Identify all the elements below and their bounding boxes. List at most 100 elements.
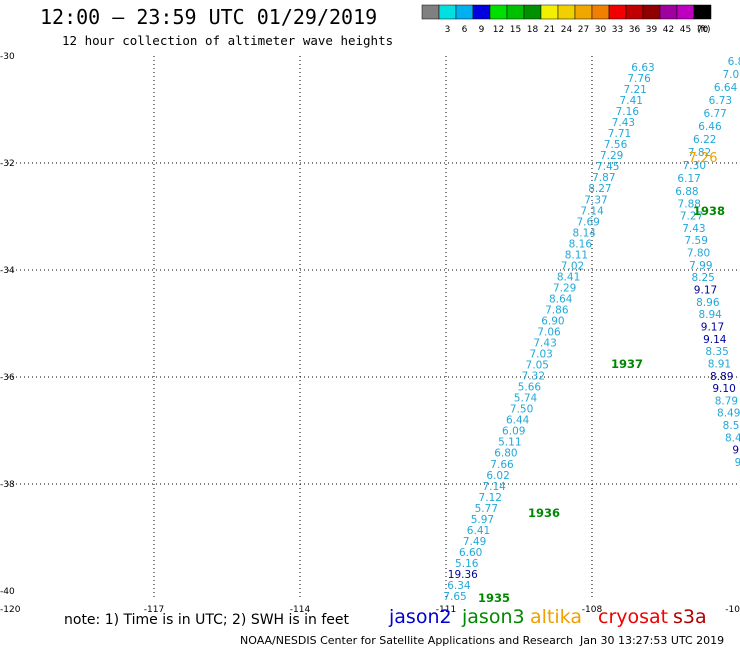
wave-height-label: 6.80 [494,448,517,460]
wave-height-label: 7.45 [596,161,619,173]
wave-height-label: 6.17 [677,173,700,185]
wave-height-label: 9.17 [694,285,717,297]
wave-height-label: 6.88 [675,186,698,198]
lat-tick-label: -32 [0,159,15,169]
wave-height-label: 9 [735,457,740,469]
wave-height-label: 8.27 [588,183,611,195]
legend-unit: (ft) [697,25,711,35]
wave-height-label: 6.46 [698,121,722,133]
wave-height-label: 7.99 [689,260,712,272]
wave-height-label: 6.8 [728,56,740,68]
legend-label: 45 [680,25,691,35]
wave-height-label: 6.63 [631,62,654,74]
wave-height-label: 1935 [478,591,510,605]
wave-height-label: 7.05 [526,360,549,372]
wave-height-label: 7.29 [553,282,576,294]
wave-height-label: 7.14 [580,205,604,217]
wave-height-label: 1938 [693,204,725,218]
wave-height-label: 7.43 [533,338,556,350]
wave-height-label: 5.97 [471,514,494,526]
legend-label: 9 [479,25,485,35]
lat-tick-label: -38 [0,480,15,490]
wave-height-label: 6.09 [502,426,525,438]
wave-height-label: 7.03 [529,349,552,361]
wave-height-label: 7.41 [620,95,643,107]
lat-tick-label: -36 [0,373,15,383]
wave-height-label: 19.36 [448,569,478,581]
wave-height-label: 8.49 [717,408,740,420]
legend-label: 30 [595,25,607,35]
lon-tick-label: -108 [582,605,603,615]
lat-tick-label: -40 [0,587,15,597]
wave-height-label: 8.89 [710,371,733,383]
wave-height-label: 7.32 [522,371,545,383]
lon-tick-label: -120 [0,605,21,615]
legend-label: 21 [544,25,555,35]
sat-s3a-label: s3a [673,606,707,628]
wave-height-label: 7.02 [561,260,584,272]
wave-height-label: 9.17 [701,321,724,333]
legend-label: 12 [493,25,504,35]
wave-height-label: 5.77 [475,503,498,515]
wave-height-label: 6.60 [459,547,482,559]
wave-height-label: 7.29 [600,150,623,162]
wave-height-label: 7.12 [479,492,502,504]
wave-height-label: 7.49 [463,536,486,548]
wave-height-label: 8.14 [573,227,597,239]
wave-height-label: 5.66 [518,382,542,394]
wave-height-label: 8.41 [557,271,580,283]
wave-height-label: 8.96 [696,297,720,309]
wave-height-label: 7.27 [680,211,703,223]
wave-height-label: 7.59 [685,235,708,247]
legend-label: 3 [445,25,451,35]
wave-height-label: 6.41 [467,525,490,537]
wave-height-label: 1936 [528,506,560,520]
wave-height-label: 7.65 [443,591,466,603]
wave-height-label: 6.73 [709,95,732,107]
legend-label: 6 [462,25,468,35]
wave-height-label: 7.0 [722,69,739,81]
legend-label: 39 [646,25,658,35]
wave-height-label: 7.37 [584,194,607,206]
wave-height-label: 9.14 [703,334,727,346]
wave-height-label: 8.94 [698,309,722,321]
wave-height-label: 6.44 [506,415,530,427]
legend-label: 27 [578,25,589,35]
wave-height-label: 6.64 [714,82,738,94]
wave-height-label: 7.50 [510,404,533,416]
color-scale-legend: 3 6 9 12 15 18 21 24 27 30 33 36 39 42 45 70(ft) [421,4,712,35]
legend-label: 42 [663,25,674,35]
wave-height-label: 7.16 [616,106,640,118]
wave-height-label: 6.02 [486,470,509,482]
legend-label: 15 [510,25,521,35]
wave-height-label: 8.91 [708,358,731,370]
legend-label: 33 [612,25,623,35]
lat-tick-label: -34 [0,266,15,276]
wave-height-label: 7.43 [612,117,635,129]
lat-tick-label: -30 [0,52,15,62]
lon-tick-label: -117 [144,605,164,615]
wave-height-label: 8.16 [569,238,593,250]
wave-height-label: 7.66 [490,459,514,471]
wave-height-label: 7.21 [623,84,646,96]
wave-height-label: 8.4 [725,432,740,444]
wave-height-label: 7.80 [687,248,710,260]
wave-height-label: 7.56 [604,139,628,151]
sat-altika-label: altika [530,606,582,628]
wave-height-label: 7.69 [576,216,599,228]
wave-height-label: 6.22 [693,134,716,146]
wave-height-label: 8.79 [715,395,738,407]
legend-swatch [693,4,712,20]
wave-height-label: 7.06 [537,327,561,339]
page-subtitle: 12 hour collection of altimeter wave hei… [62,33,394,48]
sat-cryosat-label: cryosat [598,606,669,628]
wave-height-label: 7.86 [545,304,569,316]
wave-height-label: 8.25 [691,272,714,284]
wave-height-label: 7.26 [689,151,718,166]
legend-label: 18 [527,25,539,35]
wave-height-label: 7.71 [608,128,631,140]
lon-tick-label: -10 [725,605,740,615]
wave-height-label: 8.64 [549,293,573,305]
page-title: 12:00 — 23:59 UTC 01/29/2019 [40,5,378,29]
